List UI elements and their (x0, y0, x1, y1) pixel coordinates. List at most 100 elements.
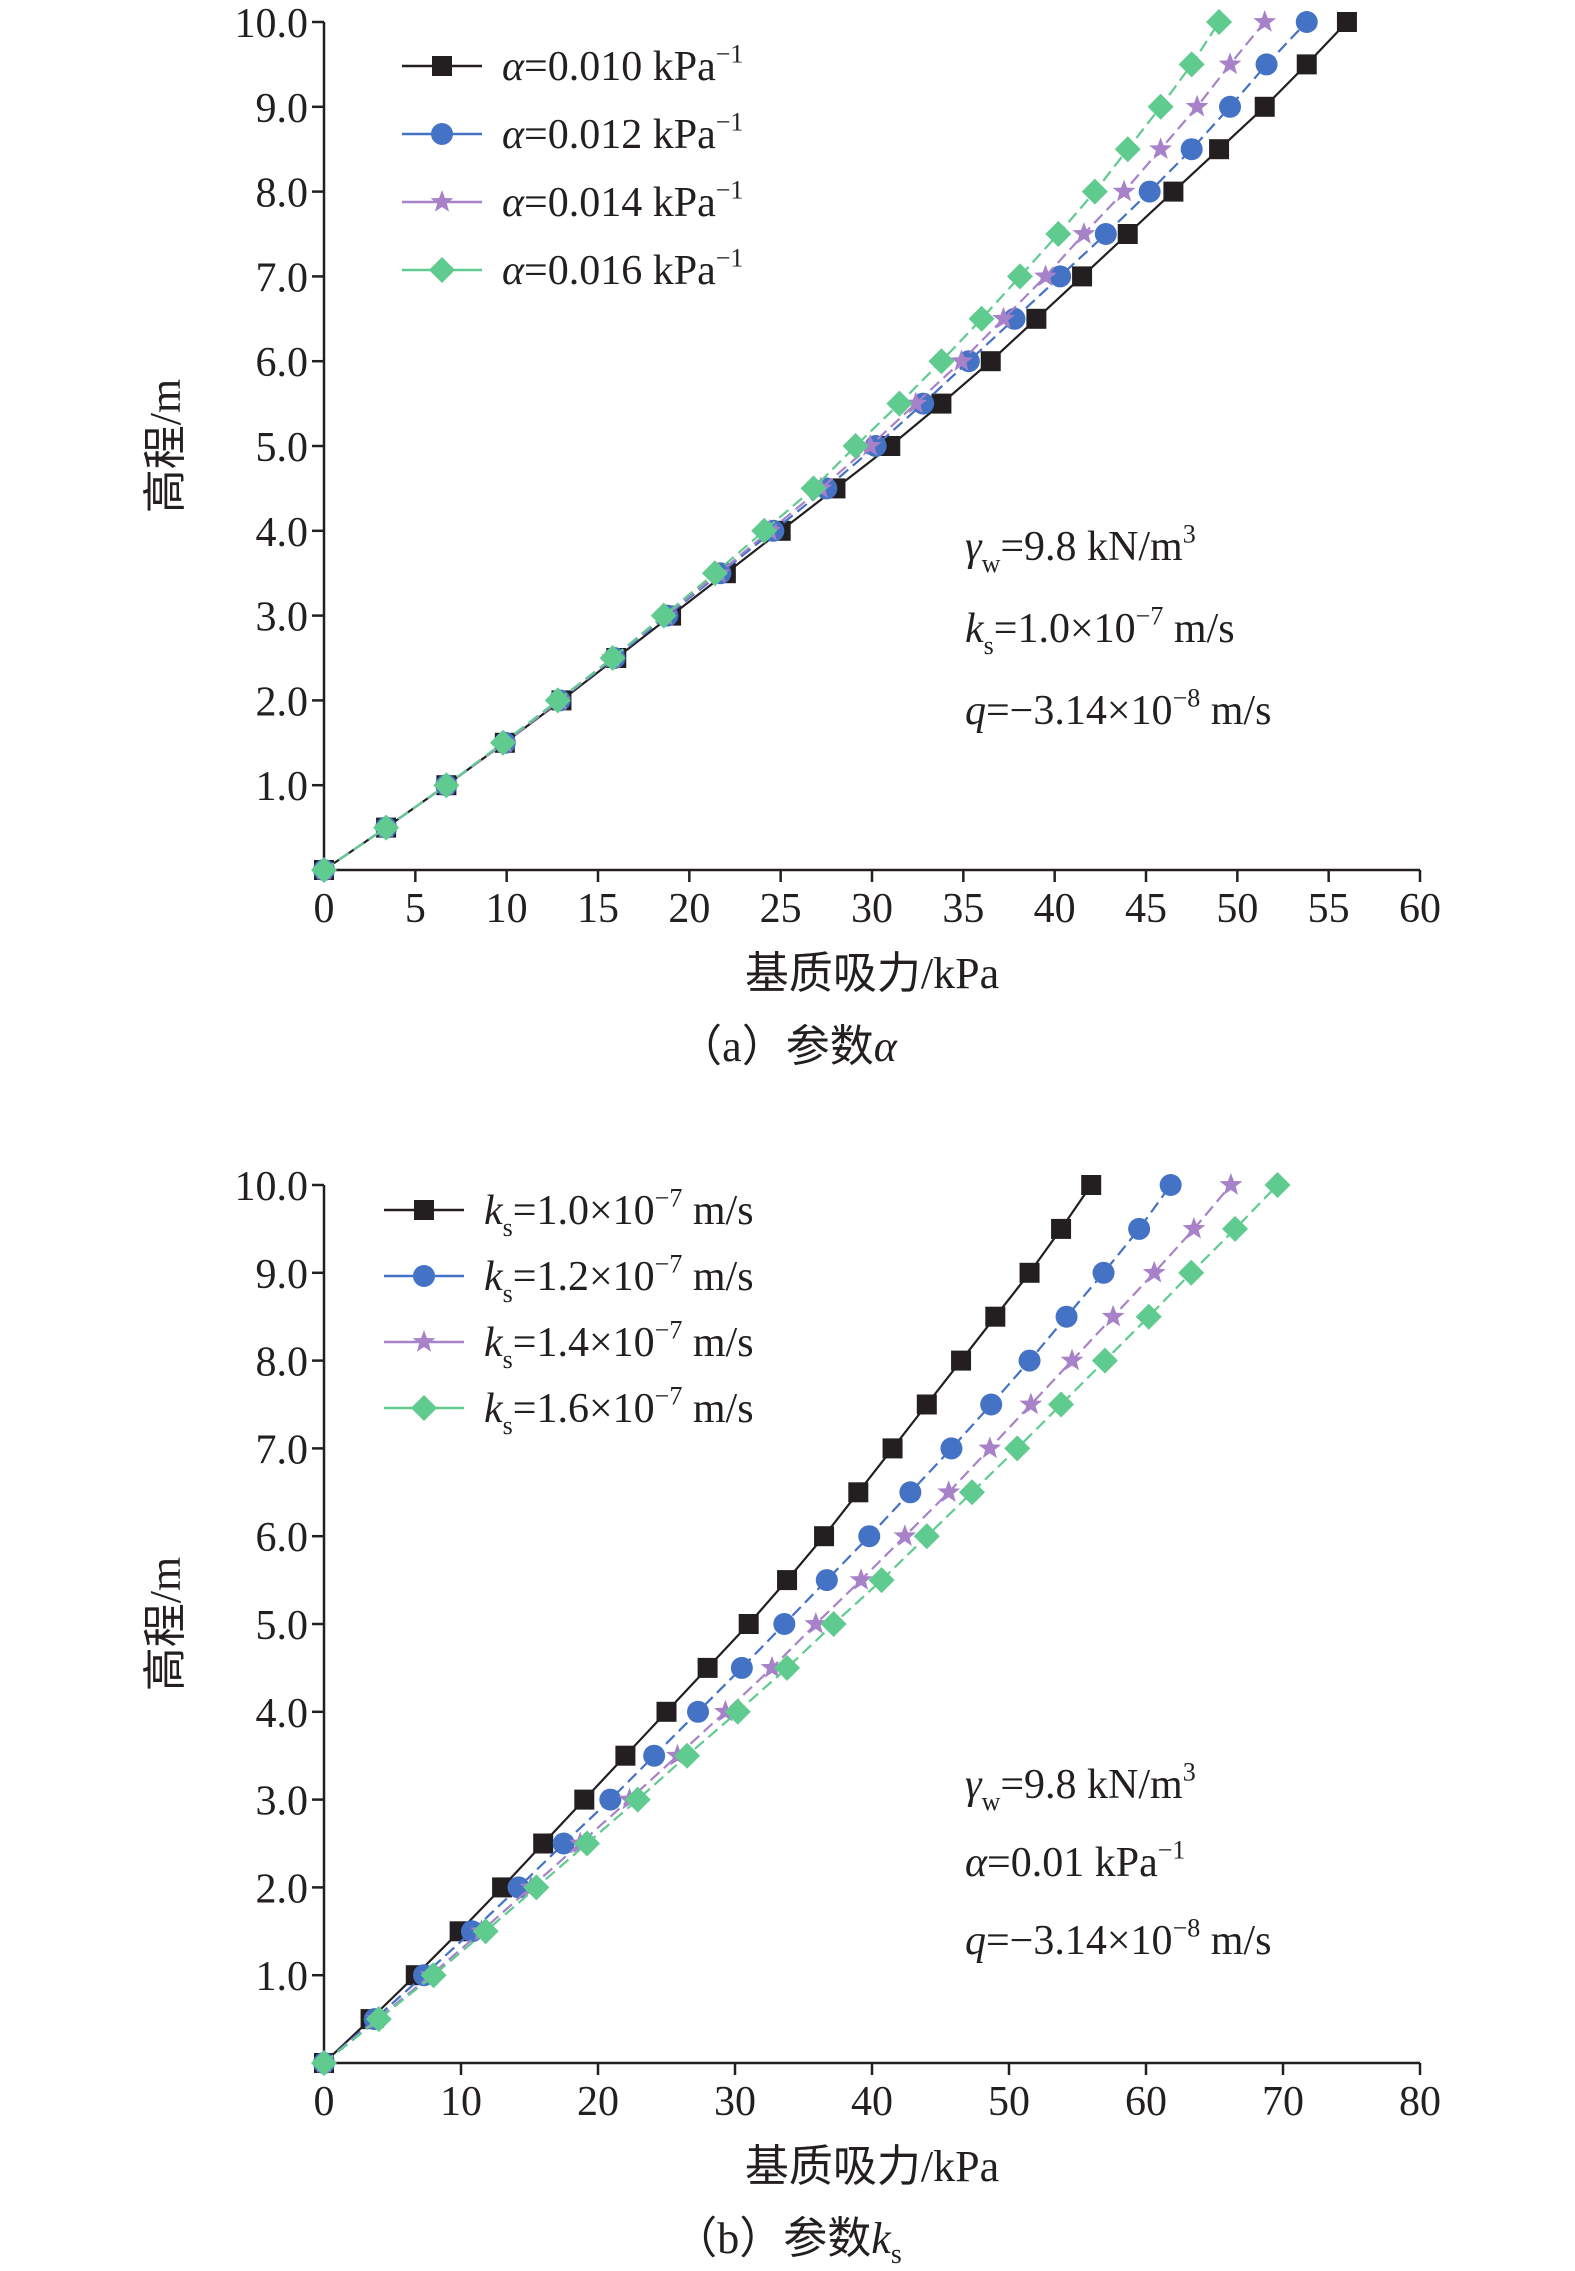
chart-a-legend-label-1-symbol: α (502, 44, 525, 90)
chart-b-annotation-3-value: =−3.14×10 (986, 1918, 1173, 1964)
chart-b-caption-subscript: s (890, 2238, 902, 2270)
chart-b-legend-label-4-symbol: k (484, 1386, 504, 1432)
chart-b-series-3-point (1019, 1392, 1043, 1415)
chart-b-legend-label-2: ks=1.2×10−7 m/s (484, 1249, 754, 1307)
chart-a-x-tick-label: 10 (486, 886, 528, 932)
chart-b-annotation-2: α=0.01 kPa−1 (965, 1835, 1185, 1886)
chart-a-x-tick-label: 45 (1125, 886, 1167, 932)
chart-a-annotation-1-value: =9.8 kN/m (1000, 524, 1183, 570)
chart-b-annotation-1: γw=9.8 kN/m3 (965, 1757, 1196, 1815)
chart-a-series-3-point (904, 391, 928, 414)
chart-a-legend-label-4-value: =0.016 kPa (524, 248, 716, 294)
chart-b-series-3-point (760, 1655, 784, 1678)
chart-a-annotation-2-symbol: k (965, 606, 985, 652)
chart-a-series-4-point (886, 390, 913, 417)
chart-b-series-1-point (1019, 1262, 1040, 1283)
chart-a-series-2-point (1180, 138, 1203, 161)
chart-a-series-4-point (1114, 136, 1141, 163)
chart-a-y-tick-label: 5.0 (256, 425, 309, 471)
chart-b-y-tick-label: 9.0 (256, 1252, 309, 1298)
chart-a-series-4-point (1006, 263, 1033, 290)
chart-b-x-tick-label: 20 (577, 2079, 619, 2125)
chart-b-series-1-point (882, 1438, 903, 1459)
chart-a-series-4-point (490, 729, 517, 756)
chart-b-series-1-point (916, 1394, 937, 1415)
chart-a-series-2-point (1049, 265, 1072, 288)
chart-b-series-3-point (1182, 1216, 1206, 1239)
chart-a-series-4-point (544, 687, 571, 714)
chart-a-series-1-point (980, 351, 1001, 372)
chart-a-series-4-point (701, 560, 728, 587)
chart-a-legend-label-3: α=0.014 kPa−1 (502, 175, 743, 226)
chart-b-legend-label-3-superscript: −7 (655, 1315, 683, 1344)
chart-b-series-4-point (624, 1786, 651, 1813)
chart-b-legend-label-1: ks=1.0×10−7 m/s (484, 1183, 754, 1241)
chart-a-annotation-1-symbol: γ (965, 524, 983, 570)
chart-b-series-3-point (714, 1699, 737, 1722)
chart-b-caption: （b）参数ks (0, 2202, 1575, 2271)
chart-b-legend-label-3-unit: m/s (682, 1320, 753, 1366)
chart-b-legend-label-1-unit: m/s (682, 1188, 753, 1234)
chart-b-y-tick-label: 3.0 (256, 1779, 309, 1825)
chart-b-series-1-point (574, 1789, 595, 1810)
chart-b-legend-label-4-unit: m/s (682, 1386, 753, 1432)
chart-b-legend-label-2-symbol: k (484, 1254, 504, 1300)
chart-a-series-4-point (751, 517, 778, 544)
chart-a-series-3-point (1034, 264, 1057, 287)
chart-b-series-4-point (1004, 1435, 1031, 1462)
chart-a-annotation-3-symbol: q (965, 688, 986, 734)
chart-b-annotation-3-unit: m/s (1200, 1918, 1271, 1964)
chart-b-x-tick-label: 10 (440, 2079, 482, 2125)
chart-a-series-3-point (1149, 137, 1172, 159)
chart-a-annotation-3-superscript: −8 (1173, 683, 1201, 712)
chart-b-y-tick-label: 6.0 (256, 1515, 309, 1561)
chart-b-series-2-point (1159, 1174, 1182, 1196)
chart-b-legend-marker-3 (412, 1330, 436, 1352)
chart-b-y-tick-label: 10.0 (235, 1164, 309, 1210)
chart-a-legend-marker-2 (431, 123, 453, 145)
chart-b-legend-label-4: ks=1.6×10−7 m/s (484, 1381, 754, 1439)
chart-a-x-tick-label: 55 (1308, 886, 1350, 932)
chart-a-series-1-point (1254, 96, 1275, 117)
chart-b-y-tick-label: 8.0 (256, 1340, 309, 1386)
chart-a-series-4-point (373, 814, 400, 841)
chart-a-legend-label-3-superscript: −1 (716, 175, 744, 204)
chart-b-series-4-point (959, 1479, 986, 1506)
chart-b-series-3-point (893, 1524, 917, 1546)
chart-a-series-4-point (928, 348, 955, 375)
chart-b-series-4-point (1135, 1303, 1162, 1330)
chart-a-series-4-point (800, 475, 827, 502)
chart-a-x-tick-label: 60 (1399, 886, 1441, 932)
chart-a-legend-label-3-value: =0.014 kPa (524, 180, 716, 226)
chart-b-series-4-point (820, 1611, 847, 1637)
chart-b-y-tick-label: 2.0 (256, 1866, 309, 1912)
chart-b-series-2-point (980, 1393, 1003, 1416)
chart-a-series-line-4 (323, 21, 1221, 871)
chart-a-series-2-point (1255, 53, 1278, 76)
chart-b-legend-marker-2 (413, 1265, 435, 1287)
chart-b-series-4-point (420, 1962, 447, 1989)
chart-b-series-4-point (472, 1918, 499, 1945)
chart-b-svg: 0 10 20 30 40 50 60 70 80 1.0 2.0 3.0 4.0 5.0 6.0 7.0 8.… (141, 1164, 1441, 2191)
chart-a-svg: 0 5 10 15 20 25 30 35 40 45 50 55 60 1.0 2.0 3.0 4.0 5.0 6… (141, 1, 1441, 998)
chart-a-y-tick-label: 8.0 (256, 171, 309, 217)
chart-a-legend-label-2-value: =0.012 kPa (524, 112, 716, 158)
chart-a-legend-label-1: α=0.010 kPa−1 (502, 39, 743, 90)
chart-a-legend-marker-3 (430, 190, 454, 212)
chart-b-series-2-point (815, 1569, 838, 1592)
chart-a-series-2-point (1094, 223, 1117, 245)
chart-a-series-4-point (599, 645, 626, 671)
chart-a-series-3-point (1253, 10, 1277, 32)
chart-a-series-4-point (1081, 178, 1108, 205)
chart-b-series-4-point (1178, 1259, 1205, 1286)
chart-a-legend-label-2-symbol: α (502, 112, 525, 158)
chart-a-caption: （a）参数α (0, 1010, 1575, 1074)
chart-b-x-tick-label: 0 (314, 2079, 335, 2125)
chart-a-series-3-point (992, 306, 1015, 329)
chart-a-series-4-point (1206, 9, 1233, 35)
chart-b-y-tick-label: 7.0 (256, 1427, 309, 1473)
chart-b-x-tick-label: 50 (988, 2079, 1030, 2125)
chart-b-series-1-point (848, 1482, 869, 1503)
chart-a-series-2-point (1219, 95, 1242, 118)
chart-b-y-axis-label: 高程/m (141, 1557, 190, 1691)
